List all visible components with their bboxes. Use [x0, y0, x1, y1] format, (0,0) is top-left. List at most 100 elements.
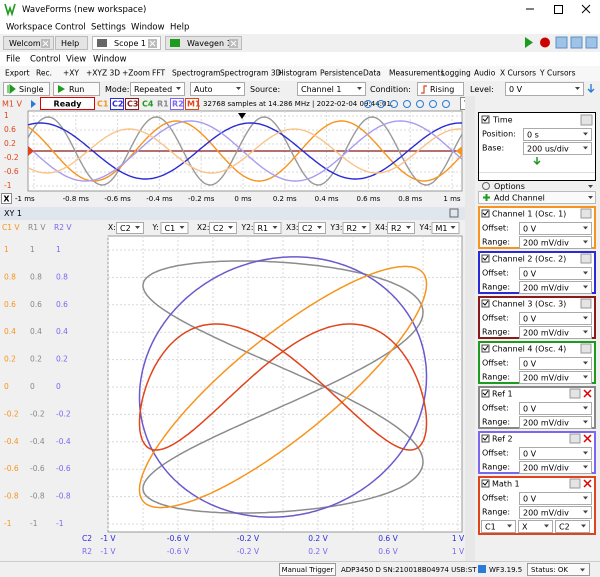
toolbar-button[interactable]: Histogram [278, 69, 317, 78]
channel-chip[interactable] [125, 98, 139, 110]
tab[interactable] [165, 36, 242, 50]
offset-dropdown[interactable] [519, 492, 592, 505]
toolbar-button[interactable]: Measurements [389, 69, 444, 78]
channel-chip-label[interactable]: R2 [172, 100, 184, 109]
zoom-icon[interactable] [364, 100, 372, 108]
selector-dropdown[interactable] [342, 222, 371, 234]
settings-button[interactable] [569, 388, 581, 399]
options-label[interactable]: Options [494, 182, 525, 191]
toolbar-button[interactable]: Spectrogram 3D [220, 69, 282, 78]
channel-chip-label[interactable]: C3 [127, 100, 138, 109]
selector-dropdown[interactable] [116, 222, 144, 234]
range-dropdown[interactable] [519, 326, 592, 339]
auto-dropdown[interactable] [190, 82, 245, 96]
channel-chip-label[interactable]: C1 [97, 100, 109, 109]
submenu-item[interactable]: Window [93, 55, 127, 65]
channel-chip[interactable] [170, 98, 184, 110]
range-dropdown[interactable] [519, 281, 592, 294]
checkbox[interactable] [481, 389, 490, 398]
zoom-icon[interactable] [429, 100, 437, 108]
offset-dropdown[interactable] [519, 267, 592, 280]
toolbar-button[interactable]: Rec. [36, 69, 52, 78]
channel-chip-label[interactable]: C2 [112, 100, 123, 109]
checkbox[interactable] [481, 299, 490, 308]
manual-trigger-button[interactable] [279, 563, 336, 576]
settings-button[interactable] [569, 478, 581, 489]
settings-button[interactable] [580, 114, 593, 126]
undock-button[interactable] [449, 208, 459, 218]
range-dropdown[interactable] [519, 371, 592, 384]
offset-dropdown[interactable] [519, 312, 592, 325]
toolbar-button[interactable]: +XY [63, 69, 79, 78]
status-button[interactable] [527, 563, 590, 576]
settings-button[interactable] [580, 298, 592, 309]
run-button[interactable] [53, 82, 100, 96]
source-dropdown[interactable] [297, 82, 366, 96]
toolbar-button[interactable]: +XYZ 3D [86, 69, 120, 78]
toolbar-button[interactable]: X Cursors [500, 69, 536, 78]
mode-dropdown[interactable] [130, 82, 185, 96]
range-dropdown[interactable] [519, 461, 592, 474]
selector-dropdown[interactable] [209, 222, 237, 234]
menu-item[interactable]: Window [131, 23, 165, 33]
channel-chip-label[interactable]: R1 [157, 100, 169, 109]
settings-button[interactable] [580, 208, 592, 219]
zoom-icon[interactable] [416, 100, 424, 108]
toolbar-button[interactable]: Logging [441, 69, 471, 78]
toolbar-button[interactable]: FFT [152, 69, 165, 78]
toolbar-button[interactable]: Data [363, 69, 381, 78]
range-dropdown[interactable] [519, 506, 592, 519]
checkbox[interactable] [481, 434, 490, 443]
toolbar-button[interactable]: Spectrogram [172, 69, 220, 78]
selector-dropdown[interactable] [253, 222, 282, 234]
offset-dropdown[interactable] [519, 222, 592, 235]
offset-dropdown[interactable] [519, 447, 592, 460]
record-button[interactable] [540, 37, 550, 48]
checkbox[interactable] [481, 479, 490, 488]
position-dropdown[interactable] [523, 128, 592, 141]
window-button[interactable] [555, 36, 568, 49]
selector-dropdown[interactable] [160, 222, 189, 234]
menu-item[interactable]: Workspace [6, 23, 52, 33]
selector-dropdown[interactable] [298, 222, 326, 234]
window-button[interactable] [570, 36, 583, 49]
operand-dropdown[interactable] [481, 520, 516, 533]
toolbar-button[interactable]: Export [5, 69, 30, 78]
selector-dropdown[interactable] [431, 222, 460, 234]
menu-item[interactable]: Control [55, 23, 86, 33]
submenu-item[interactable]: File [6, 55, 20, 65]
offset-dropdown[interactable] [519, 402, 592, 415]
level-dropdown[interactable] [505, 82, 584, 96]
menu-item[interactable]: Help [170, 23, 189, 33]
zoom-icon[interactable] [442, 100, 450, 108]
operand-dropdown[interactable] [555, 520, 590, 533]
checkbox[interactable] [481, 344, 490, 353]
range-dropdown[interactable] [519, 416, 592, 429]
checkbox[interactable] [481, 209, 490, 218]
operand-dropdown[interactable] [518, 520, 553, 533]
offset-dropdown[interactable] [519, 357, 592, 370]
condition-dropdown[interactable] [417, 82, 464, 96]
menu-item[interactable]: Settings [91, 23, 126, 33]
maximize-button[interactable] [554, 5, 563, 14]
zoom-icon[interactable] [403, 100, 411, 108]
channel-chip-label[interactable]: C4 [142, 100, 154, 109]
single-button[interactable] [3, 82, 50, 96]
tab[interactable] [55, 36, 88, 50]
base-dropdown[interactable] [523, 142, 592, 155]
channel-chip[interactable] [185, 98, 199, 110]
x-button[interactable] [1, 193, 12, 204]
settings-button[interactable] [580, 343, 592, 354]
channel-chip-label[interactable]: M1 [187, 100, 201, 109]
channel-chip[interactable] [110, 98, 124, 110]
toolbar-button[interactable]: Y Cursors [539, 69, 576, 78]
toolbar-button[interactable]: Audio [474, 69, 496, 78]
range-dropdown[interactable] [519, 236, 592, 249]
settings-button[interactable] [580, 253, 592, 264]
settings-button[interactable] [569, 433, 581, 444]
zoom-icon[interactable] [377, 100, 385, 108]
submenu-item[interactable]: View [66, 55, 86, 65]
window-button[interactable] [585, 36, 598, 49]
submenu-item[interactable]: Control [30, 55, 61, 65]
zoom-icon[interactable] [390, 100, 398, 108]
